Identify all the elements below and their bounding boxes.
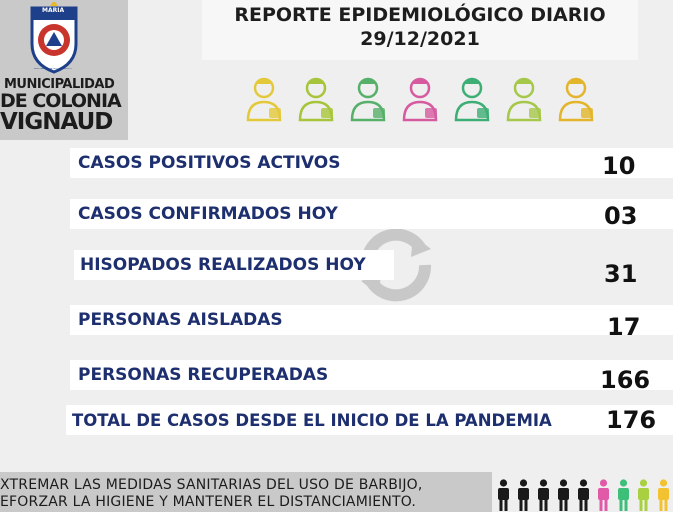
report-header: REPORTE EPIDEMIOLÓGICO DIARIO 29/12/2021 — [202, 0, 638, 60]
person-icon — [578, 479, 589, 511]
stat-row-confirmed-today: CASOS CONFIRMADOS HOY — [70, 199, 673, 229]
doctor-icon — [246, 77, 282, 122]
person-icon — [498, 479, 509, 511]
municipality-name: MUNICIPALIDAD DE COLONIA VIGNAUD — [0, 78, 128, 134]
stat-row-isolated: PERSONAS AISLADAS — [70, 305, 673, 335]
person-icon — [658, 479, 669, 511]
stat-value: 10 — [602, 152, 636, 180]
person-icon — [518, 479, 529, 511]
stat-value: 31 — [604, 260, 638, 288]
female-doctor-icon — [402, 77, 438, 122]
municipality-logo-block: MARIA NUESTRA SEÑORA DE LOS REMEDIOS MUN… — [0, 0, 128, 140]
builder-icon — [350, 77, 386, 122]
municipal-shield-icon — [30, 2, 78, 74]
stat-value: 166 — [600, 366, 651, 394]
stat-value: 03 — [604, 202, 638, 230]
municipality-line3: VIGNAUD — [0, 109, 113, 135]
stat-label: HISOPADOS REALIZADOS HOY — [80, 255, 366, 275]
stat-row-recovered: PERSONAS RECUPERADAS — [70, 360, 673, 390]
essential-workers-icons — [243, 74, 603, 124]
shield-top-text: MARIA — [42, 7, 65, 14]
medic-icon — [454, 77, 490, 122]
municipality-line1: MUNICIPALIDAD — [4, 77, 115, 92]
prevention-line1: XTREMAR LAS MEDIDAS SANITARIAS DEL USO D… — [0, 477, 423, 493]
farmer-icon — [506, 77, 542, 122]
stat-row-total-cases: TOTAL DE CASOS DESDE EL INICIO DE LA PAN… — [66, 405, 673, 435]
person-icon — [618, 479, 629, 511]
person-icon — [538, 479, 549, 511]
prevention-line2: EFORZAR LA HIGIENE Y MANTENER EL DISTANC… — [0, 494, 417, 510]
municipality-line2: DE COLONIA — [0, 90, 122, 112]
stat-row-swabs-today: HISOPADOS REALIZADOS HOY — [74, 250, 394, 280]
stat-label: PERSONAS AISLADAS — [78, 310, 283, 330]
report-date: 29/12/2021 — [360, 28, 480, 50]
stat-value: 17 — [607, 313, 641, 341]
shield-ring-text: NUESTRA SEÑORA DE LOS REMEDIOS — [34, 68, 72, 70]
prevention-message: XTREMAR LAS MEDIDAS SANITARIAS DEL USO D… — [0, 472, 492, 512]
report-title: REPORTE EPIDEMIOLÓGICO DIARIO — [234, 4, 606, 26]
nurse-icon — [298, 77, 334, 122]
stat-label: CASOS POSITIVOS ACTIVOS — [78, 153, 341, 173]
stat-label: CASOS CONFIRMADOS HOY — [78, 204, 338, 224]
stat-row-active-cases: CASOS POSITIVOS ACTIVOS — [70, 148, 673, 178]
people-distancing-icons — [495, 478, 673, 512]
stat-label: TOTAL DE CASOS DESDE EL INICIO DE LA PAN… — [72, 410, 552, 430]
stat-value: 176 — [606, 406, 657, 434]
stat-label: PERSONAS RECUPERADAS — [78, 365, 329, 385]
firefighter-icon — [558, 77, 594, 122]
person-icon — [638, 479, 649, 511]
person-icon — [558, 479, 569, 511]
person-icon — [598, 479, 609, 511]
